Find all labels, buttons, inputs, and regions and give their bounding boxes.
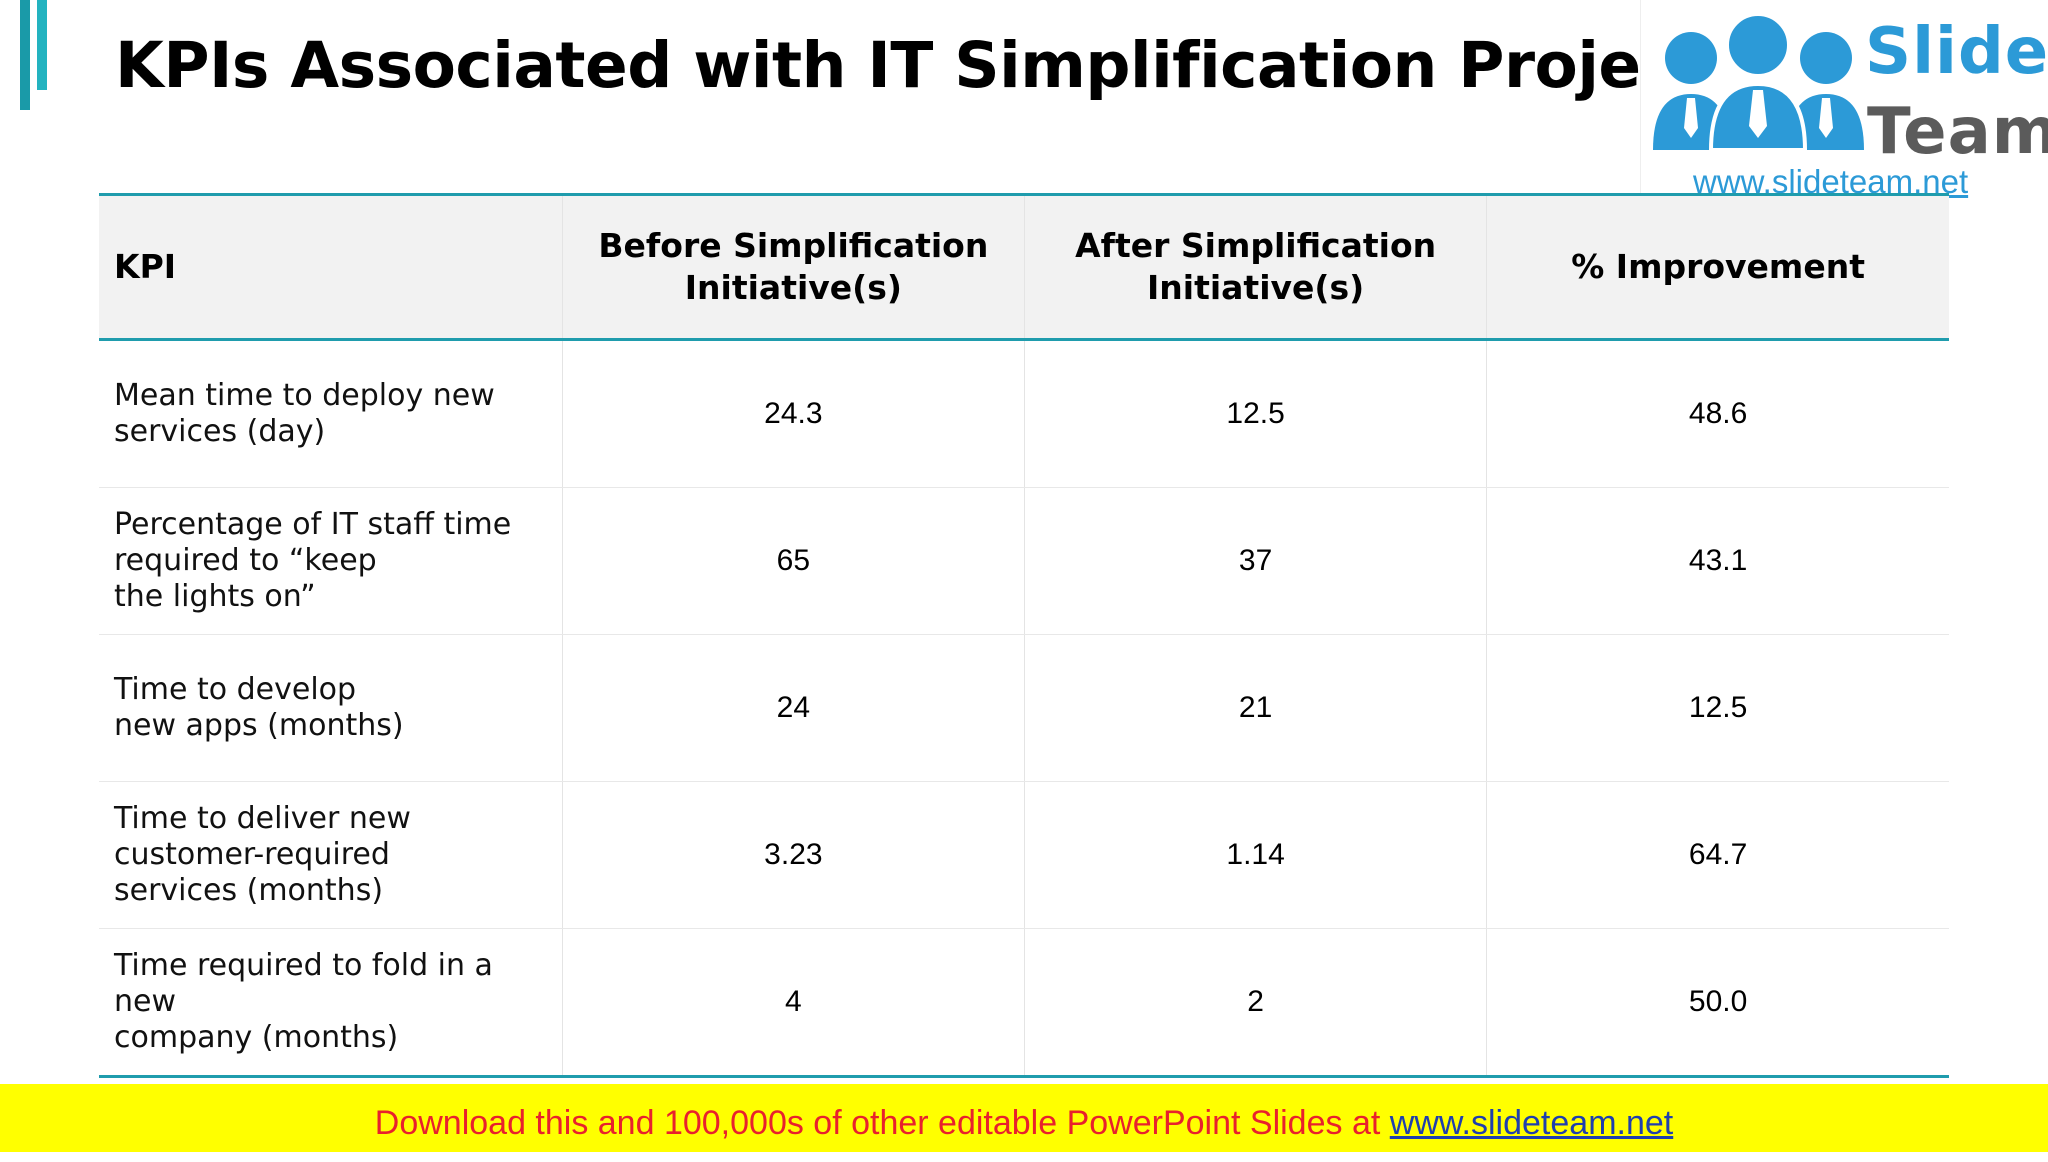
header-after: After Simplification Initiative(s) [1024,194,1488,341]
after-value-cell: 37 [1024,487,1488,635]
table-row: Time to develop new apps (months) 24 21 … [99,634,1949,782]
before-value-cell: 4 [562,928,1025,1077]
header-kpi: KPI [99,194,563,341]
after-value-cell: 12.5 [1024,339,1488,488]
banner-link[interactable]: www.slideteam.net [1389,1104,1674,1142]
people-logo-icon [1653,12,1864,152]
page-title: KPIs Associated with IT Simplification P… [115,29,1745,102]
header-before: Before Simplification Initiative(s) [562,194,1025,341]
kpi-label-cell: Time to develop new apps (months) [99,634,563,782]
before-value-cell: 24 [562,634,1025,782]
logo-word-team: Team [1867,95,2048,169]
kpi-table: KPI Before Simplification Initiative(s) … [99,193,1949,1078]
accent-bar [20,0,30,110]
kpi-label-cell: Percentage of IT staff time required to … [99,487,563,635]
kpi-label-cell: Mean time to deploy new services (day) [99,339,563,488]
table-row: Time to deliver new customer-required se… [99,781,1949,929]
slideteam-logo[interactable]: Slide Team www.slideteam.net [1640,0,2048,200]
before-value-cell: 65 [562,487,1025,635]
banner-text: Download this and 100,000s of other edit… [374,1104,1390,1142]
improvement-value-cell: 48.6 [1486,339,1949,488]
improvement-value-cell: 12.5 [1486,634,1949,782]
accent-bar-inner [37,0,47,90]
before-value-cell: 24.3 [562,339,1025,488]
logo-word-slide: Slide [1865,15,2048,89]
after-value-cell: 1.14 [1024,781,1488,929]
after-value-cell: 2 [1024,928,1488,1077]
improvement-value-cell: 50.0 [1688,985,1748,1018]
after-value-cell: 21 [1024,634,1488,782]
table-row: Percentage of IT staff time required to … [99,487,1949,635]
download-banner: Download this and 100,000s of other edit… [0,1084,2048,1152]
kpi-label-cell: Time to deliver new customer-required se… [99,781,563,929]
table-header-row: KPI Before Simplification Initiative(s) … [99,194,1949,341]
improvement-value-cell: 43.1 [1486,487,1949,635]
improvement-value-cell: 64.7 [1486,781,1949,929]
before-value-cell: 3.23 [562,781,1025,929]
header-improvement: % Improvement [1486,194,1949,341]
table-row: Mean time to deploy new services (day) 2… [99,339,1949,488]
kpi-label-cell: Time required to fold in a new company (… [99,928,563,1077]
table-row: Time required to fold in a new company (… [99,928,1949,1077]
